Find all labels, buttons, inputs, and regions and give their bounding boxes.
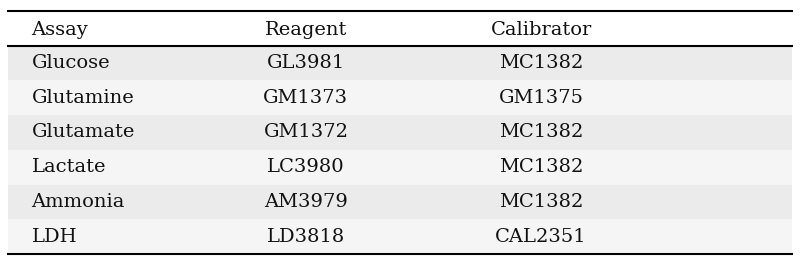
Text: Lactate: Lactate <box>31 158 106 176</box>
Text: GM1373: GM1373 <box>263 89 349 107</box>
Text: CAL2351: CAL2351 <box>495 228 587 246</box>
Text: MC1382: MC1382 <box>499 158 583 176</box>
Text: GM1372: GM1372 <box>263 123 349 141</box>
Bar <box>8 150 792 185</box>
Text: MC1382: MC1382 <box>499 54 583 72</box>
Text: Glutamine: Glutamine <box>31 89 134 107</box>
Text: GL3981: GL3981 <box>266 54 345 72</box>
Text: LDH: LDH <box>31 228 77 246</box>
Text: Assay: Assay <box>31 21 88 39</box>
Text: MC1382: MC1382 <box>499 123 583 141</box>
Text: Glutamate: Glutamate <box>31 123 135 141</box>
Bar <box>8 46 792 80</box>
Text: GM1375: GM1375 <box>498 89 584 107</box>
Text: Glucose: Glucose <box>31 54 110 72</box>
Text: MC1382: MC1382 <box>499 193 583 211</box>
Text: Reagent: Reagent <box>265 21 347 39</box>
Bar <box>8 219 792 254</box>
Bar <box>8 185 792 219</box>
Bar <box>8 11 792 46</box>
Bar <box>8 80 792 115</box>
Text: LD3818: LD3818 <box>266 228 345 246</box>
Text: LC3980: LC3980 <box>267 158 345 176</box>
Bar <box>8 115 792 150</box>
Text: AM3979: AM3979 <box>264 193 348 211</box>
Text: Ammonia: Ammonia <box>31 193 125 211</box>
Text: Calibrator: Calibrator <box>490 21 592 39</box>
